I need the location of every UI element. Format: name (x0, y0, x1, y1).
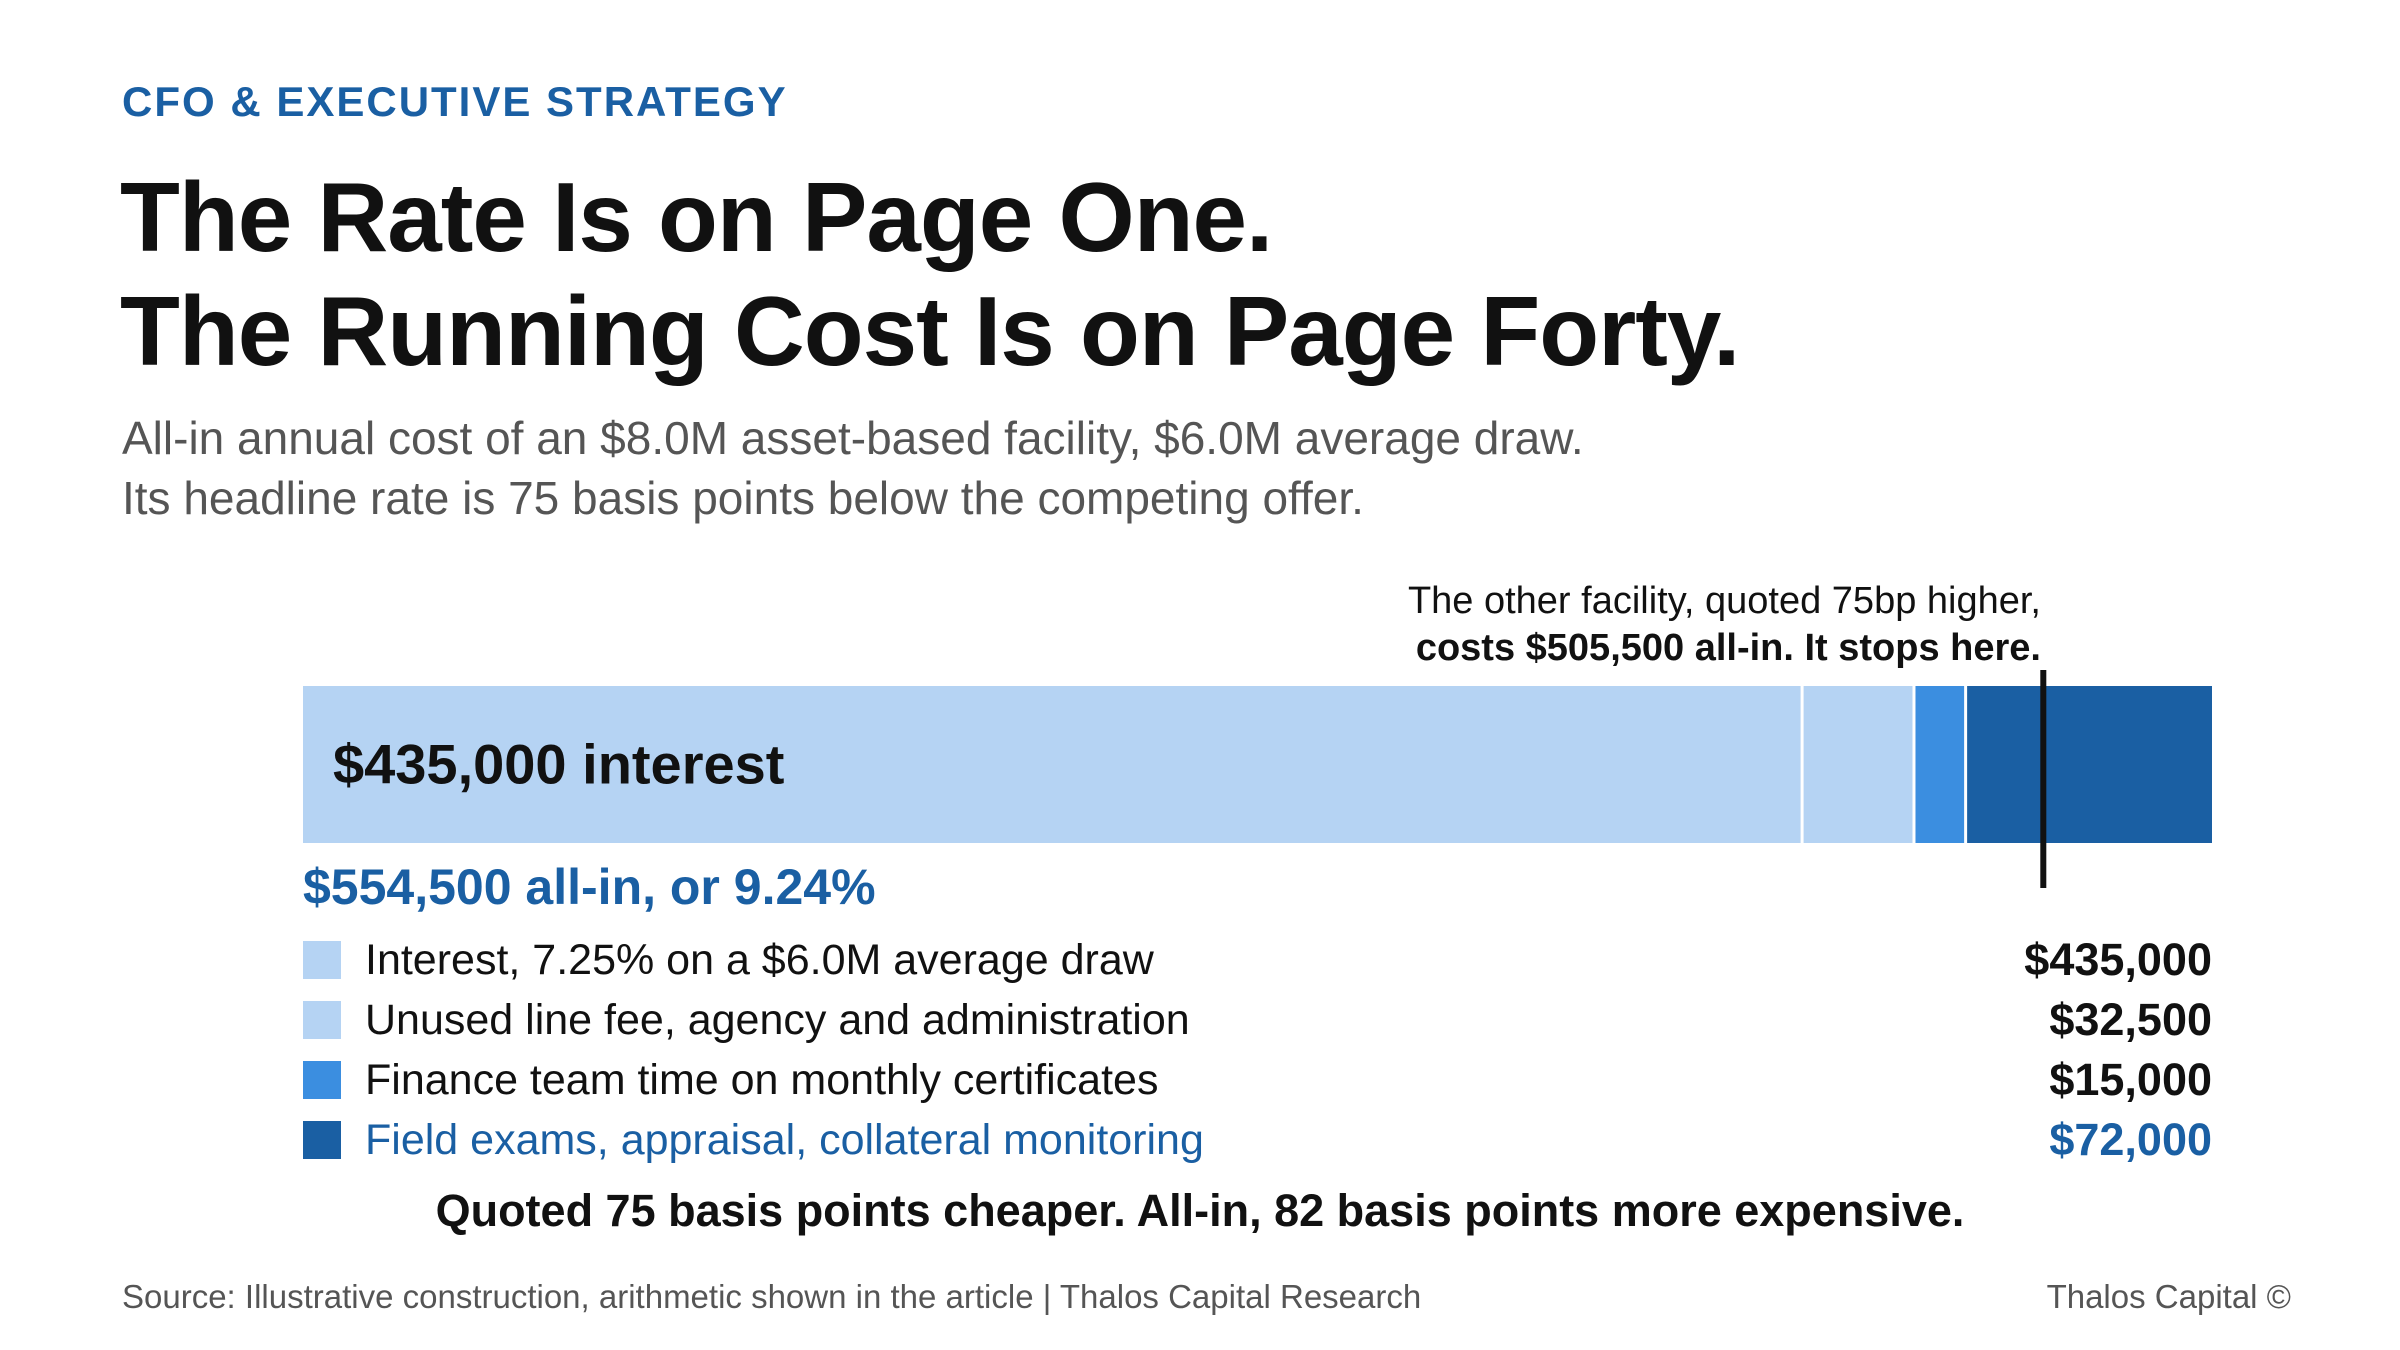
legend-row: Finance team time on monthly certificate… (303, 1050, 2212, 1110)
legend-row: Interest, 7.25% on a $6.0M average draw $… (303, 930, 2212, 990)
legend-label: Finance team time on monthly certificate… (365, 1055, 1159, 1104)
total-label: $554,500 all-in, or 9.24% (303, 859, 876, 915)
legend-row: Field exams, appraisal, collateral monit… (303, 1110, 2212, 1170)
conclusion-text: Quoted 75 basis points cheaper. All-in, … (435, 1185, 1965, 1236)
annotation-line-1: The other facility, quoted 75bp higher, (1407, 580, 2041, 622)
annotation-line-2: costs $505,500 all-in. It stops here. (1415, 627, 2041, 669)
source-note: Source: Illustrative construction, arith… (122, 1278, 1422, 1315)
legend-swatch (303, 1001, 341, 1039)
bar-segment-4 (1967, 686, 2212, 843)
title-line-1: The Rate Is on Page One. (120, 162, 1273, 272)
marker-annotation: The other facility, quoted 75bp higher, … (1408, 578, 2041, 672)
bar-segment-1 (303, 686, 1801, 843)
legend-value: $72,000 (2049, 1114, 2212, 1165)
legend-value: $435,000 (2024, 934, 2212, 985)
legend-swatch (303, 941, 341, 979)
legend: Interest, 7.25% on a $6.0M average draw $… (303, 930, 2212, 1170)
bar-segment-2 (1803, 686, 1913, 843)
subtitle: All-in annual cost of an $8.0M asset-bas… (122, 408, 1584, 528)
legend-value: $32,500 (2049, 994, 2212, 1045)
legend-label: Field exams, appraisal, collateral monit… (365, 1115, 1204, 1164)
subtitle-line-1: All-in annual cost of an $8.0M asset-bas… (122, 412, 1584, 464)
legend-label: Interest, 7.25% on a $6.0M average draw (365, 935, 1154, 984)
brand-credit: Thalos Capital © (2046, 1278, 2291, 1315)
subtitle-line-2: Its headline rate is 75 basis points bel… (122, 472, 1364, 524)
legend-label: Unused line fee, agency and administrati… (365, 995, 1190, 1044)
bar-inline-label: $435,000 interest (333, 733, 784, 796)
bar-segment-3 (1915, 686, 1965, 843)
legend-swatch (303, 1061, 341, 1099)
kicker: CFO & EXECUTIVE STRATEGY (122, 78, 788, 125)
title-line-2: The Running Cost Is on Page Forty. (120, 276, 1740, 386)
legend-swatch (303, 1121, 341, 1159)
legend-row: Unused line fee, agency and administrati… (303, 990, 2212, 1050)
legend-value: $15,000 (2049, 1054, 2212, 1105)
page-title: The Rate Is on Page One. The Running Cos… (120, 160, 1740, 388)
